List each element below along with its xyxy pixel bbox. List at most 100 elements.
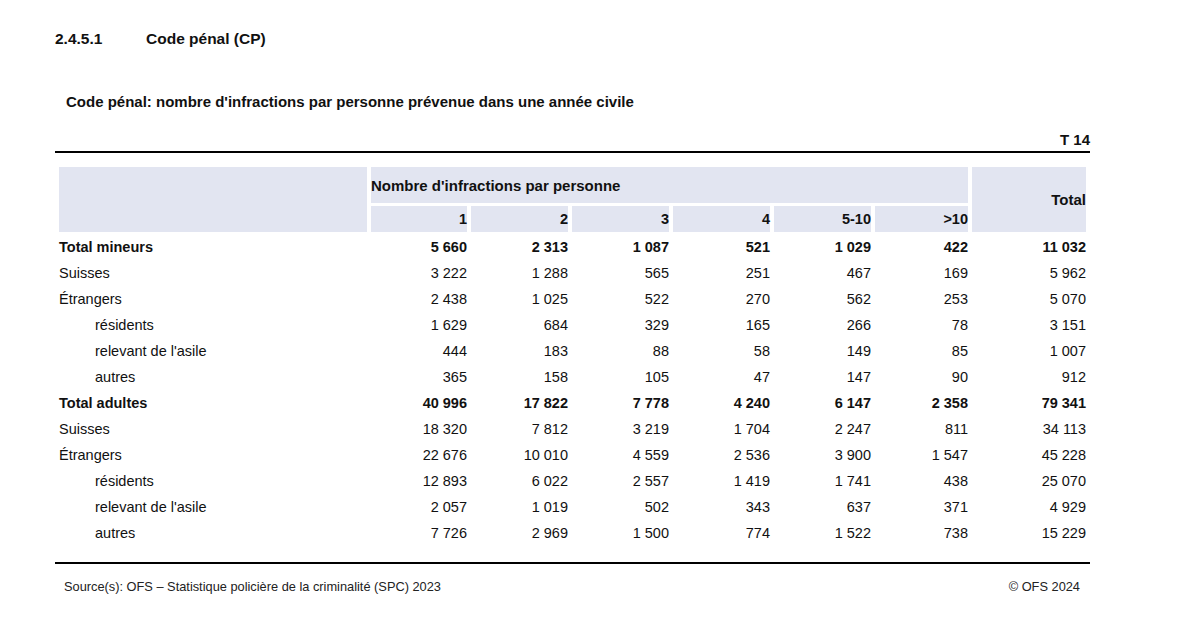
cell-value: 2 358 (875, 391, 968, 414)
cell-value: 58 (673, 339, 770, 362)
cell-value: 2 313 (471, 235, 568, 258)
cell-value: 85 (875, 339, 968, 362)
footer-rule (55, 562, 1090, 564)
cell-value: 444 (371, 339, 467, 362)
section-title: Code pénal (CP) (146, 30, 266, 48)
cell-value: 47 (673, 365, 770, 388)
table-row: Étrangers 22 67610 0104 5592 5363 9001 5… (59, 443, 1086, 466)
column-header: 3 (572, 206, 669, 232)
group-header: Nombre d'infractions par personne (371, 167, 968, 203)
cell-value: 738 (875, 521, 968, 544)
table-row: autres 3651581054714790912 (59, 365, 1086, 388)
cell-value: 11 032 (972, 235, 1086, 258)
row-label: Étrangers (59, 287, 367, 310)
section-heading: 2.4.5.1 Code pénal (CP) (55, 30, 266, 48)
row-label: Étrangers (59, 443, 367, 466)
cell-value: 15 229 (972, 521, 1086, 544)
table-row: Suisses 3 2221 2885652514671695 962 (59, 261, 1086, 284)
cell-value: 1 029 (774, 235, 871, 258)
cell-value: 7 726 (371, 521, 467, 544)
table-reference: T 14 (1060, 131, 1090, 148)
cell-value: 2 557 (572, 469, 669, 492)
cell-value: 1 547 (875, 443, 968, 466)
cell-value: 2 969 (471, 521, 568, 544)
cell-value: 774 (673, 521, 770, 544)
cell-value: 5 660 (371, 235, 467, 258)
cell-value: 88 (572, 339, 669, 362)
cell-value: 684 (471, 313, 568, 336)
cell-value: 40 996 (371, 391, 467, 414)
cell-value: 502 (572, 495, 669, 518)
cell-value: 34 113 (972, 417, 1086, 440)
cell-value: 3 219 (572, 417, 669, 440)
cell-value: 365 (371, 365, 467, 388)
cell-value: 1 704 (673, 417, 770, 440)
cell-value: 522 (572, 287, 669, 310)
cell-value: 251 (673, 261, 770, 284)
column-header: 5-10 (774, 206, 871, 232)
cell-value: 1 419 (673, 469, 770, 492)
cell-value: 78 (875, 313, 968, 336)
row-label: relevant de l'asile (59, 495, 367, 518)
cell-value: 467 (774, 261, 871, 284)
row-label: Total adultes (59, 391, 367, 414)
cell-value: 562 (774, 287, 871, 310)
cell-value: 1 500 (572, 521, 669, 544)
table-body: Total mineurs 5 6602 3131 0875211 029422… (59, 235, 1086, 544)
row-label: autres (59, 521, 367, 544)
column-header: 4 (673, 206, 770, 232)
cell-value: 521 (673, 235, 770, 258)
row-label: autres (59, 365, 367, 388)
cell-value: 6 147 (774, 391, 871, 414)
cell-value: 6 022 (471, 469, 568, 492)
copyright-note: © OFS 2024 (1009, 579, 1080, 594)
cell-value: 2 247 (774, 417, 871, 440)
cell-value: 422 (875, 235, 968, 258)
cell-value: 811 (875, 417, 968, 440)
cell-value: 2 057 (371, 495, 467, 518)
row-label: Suisses (59, 417, 367, 440)
cell-value: 3 222 (371, 261, 467, 284)
table-row: relevant de l'asile 2 0571 0195023436373… (59, 495, 1086, 518)
cell-value: 25 070 (972, 469, 1086, 492)
cell-value: 3 900 (774, 443, 871, 466)
cell-value: 147 (774, 365, 871, 388)
cell-value: 18 320 (371, 417, 467, 440)
cell-value: 438 (875, 469, 968, 492)
column-header: >10 (875, 206, 968, 232)
cell-value: 1 025 (471, 287, 568, 310)
cell-value: 2 438 (371, 287, 467, 310)
cell-value: 10 010 (471, 443, 568, 466)
cell-value: 105 (572, 365, 669, 388)
cell-value: 1 522 (774, 521, 871, 544)
cell-value: 329 (572, 313, 669, 336)
cell-value: 1 741 (774, 469, 871, 492)
table-row: Étrangers 2 4381 0255222705622535 070 (59, 287, 1086, 310)
cell-value: 7 778 (572, 391, 669, 414)
cell-value: 1 087 (572, 235, 669, 258)
cell-value: 45 228 (972, 443, 1086, 466)
section-number: 2.4.5.1 (55, 30, 146, 48)
cell-value: 270 (673, 287, 770, 310)
cell-value: 1 007 (972, 339, 1086, 362)
document-page: 2.4.5.1 Code pénal (CP) Code pénal: nomb… (0, 0, 1180, 628)
cell-value: 1 288 (471, 261, 568, 284)
table-row: résidents 1 629684329165266783 151 (59, 313, 1086, 336)
cell-value: 165 (673, 313, 770, 336)
table-header: Nombre d'infractions par personne Total … (59, 167, 1086, 232)
table-row: relevant de l'asile 4441838858149851 007 (59, 339, 1086, 362)
cell-value: 4 929 (972, 495, 1086, 518)
cell-value: 253 (875, 287, 968, 310)
cell-value: 158 (471, 365, 568, 388)
column-header: 1 (371, 206, 467, 232)
row-label: résidents (59, 313, 367, 336)
column-header: 2 (471, 206, 568, 232)
cell-value: 565 (572, 261, 669, 284)
cell-value: 1 019 (471, 495, 568, 518)
row-label: résidents (59, 469, 367, 492)
row-label: Total mineurs (59, 235, 367, 258)
cell-value: 90 (875, 365, 968, 388)
cell-value: 4 559 (572, 443, 669, 466)
cell-value: 3 151 (972, 313, 1086, 336)
cell-value: 2 536 (673, 443, 770, 466)
